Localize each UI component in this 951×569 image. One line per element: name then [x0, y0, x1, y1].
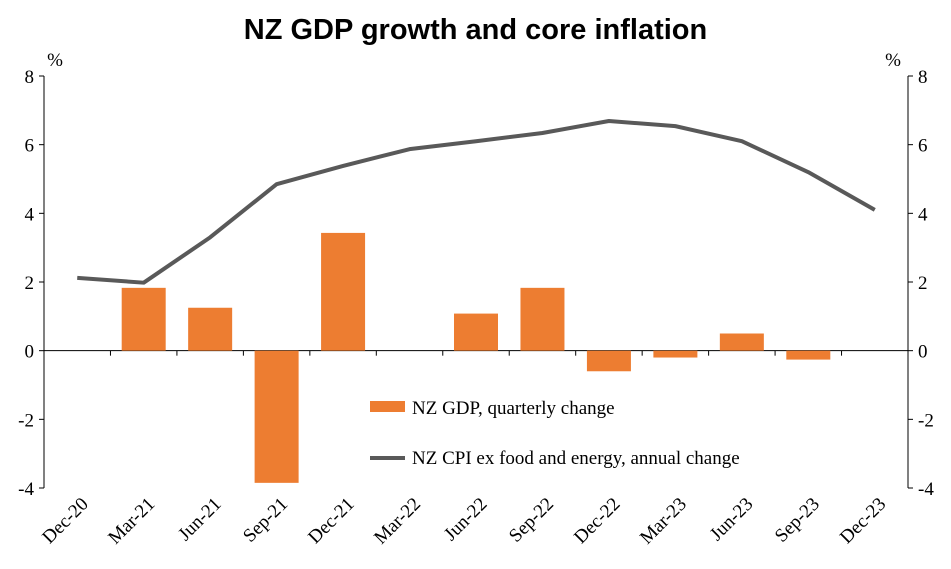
left-tick-label: 2 [25, 273, 35, 294]
left-tick-label: -2 [18, 410, 34, 431]
bar-Mar-23 [653, 350, 698, 358]
left-axis-unit: % [47, 50, 63, 71]
right-tick-label: 4 [918, 204, 928, 225]
bar-Dec-22 [586, 350, 631, 372]
chart-title: NZ GDP growth and core inflation [243, 14, 708, 46]
x-tick-label: Sep-23 [771, 494, 824, 547]
bar-Mar-21 [121, 287, 166, 351]
x-tick-label: Dec-22 [570, 494, 624, 548]
right-tick-label: 2 [918, 273, 928, 294]
bar-Jun-21 [188, 307, 233, 351]
left-tick-label: 4 [25, 204, 35, 225]
left-tick-label: -4 [18, 479, 34, 500]
x-tick-label: Jun-23 [706, 494, 757, 545]
x-tick-label: Dec-23 [836, 494, 890, 548]
right-tick-label: 0 [918, 342, 928, 363]
legend-label-cpi: NZ CPI ex food and energy, annual change [412, 448, 740, 469]
bar-Dec-21 [321, 232, 366, 351]
x-tick-label: Sep-21 [239, 494, 292, 547]
left-tick-label: 0 [25, 342, 35, 363]
bar-Sep-23 [786, 350, 831, 360]
x-tick-label: Mar-21 [104, 494, 159, 549]
x-tick-label: Sep-22 [505, 494, 558, 547]
bar-Sep-21 [254, 350, 299, 483]
left-tick-label: 8 [25, 67, 35, 88]
right-tick-label: -2 [918, 410, 934, 431]
right-tick-label: 6 [918, 136, 928, 157]
left-tick-label: 6 [25, 136, 35, 157]
x-tick-label: Jun-21 [174, 494, 225, 545]
cpi-line [77, 118, 876, 285]
x-tick-label: Dec-20 [38, 494, 92, 548]
right-tick-label: -4 [918, 479, 934, 500]
legend-swatch-gdp [370, 401, 405, 412]
x-tick-label: Jun-22 [440, 494, 491, 545]
right-axis-unit: % [885, 50, 901, 71]
x-tick-label: Dec-21 [304, 494, 358, 548]
bar-Jun-23 [719, 333, 764, 351]
x-tick-label: Mar-23 [636, 494, 691, 549]
right-tick-label: 8 [918, 67, 928, 88]
legend-label-gdp: NZ GDP, quarterly change [412, 398, 615, 419]
bar-Sep-22 [520, 287, 565, 351]
x-tick-label: Mar-22 [370, 494, 425, 549]
bar-Jun-22 [454, 313, 498, 351]
